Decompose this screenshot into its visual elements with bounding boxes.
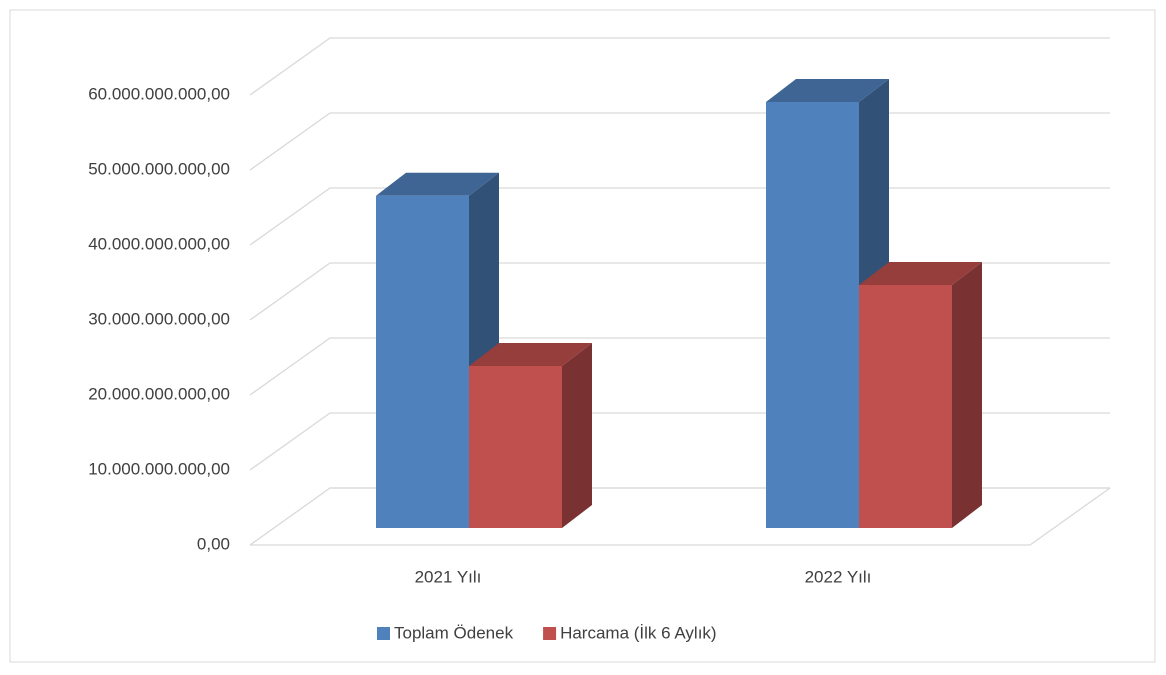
bar <box>376 195 469 528</box>
bar-side <box>952 262 982 528</box>
y-tick-label: 0,00 <box>197 534 230 553</box>
legend-swatch <box>377 627 390 640</box>
bar-top <box>859 262 982 285</box>
bar-top <box>376 172 499 196</box>
bar <box>469 366 562 528</box>
legend-label: Toplam Ödenek <box>394 623 514 642</box>
grid-line <box>249 37 1110 96</box>
bar-top <box>766 79 889 102</box>
y-tick-label: 50.000.000.000,00 <box>88 159 230 178</box>
x-tick-label: 2021 Yılı <box>415 567 482 586</box>
x-tick-label: 2022 Yılı <box>805 567 872 586</box>
y-tick-label: 30.000.000.000,00 <box>88 309 230 328</box>
bar <box>766 102 859 528</box>
y-tick-label: 20.000.000.000,00 <box>88 384 230 403</box>
chart-frame <box>9 9 1156 663</box>
bar-top <box>469 343 592 366</box>
y-tick-label: 60.000.000.000,00 <box>88 84 230 103</box>
y-tick-label: 40.000.000.000,00 <box>88 234 230 253</box>
legend-swatch <box>543 627 557 640</box>
legend-label: Harcama (İlk 6 Aylık) <box>560 623 717 642</box>
y-tick-label: 10.000.000.000,00 <box>88 459 230 478</box>
bar-side <box>562 343 592 528</box>
bar <box>859 285 952 528</box>
floor <box>250 487 1111 546</box>
